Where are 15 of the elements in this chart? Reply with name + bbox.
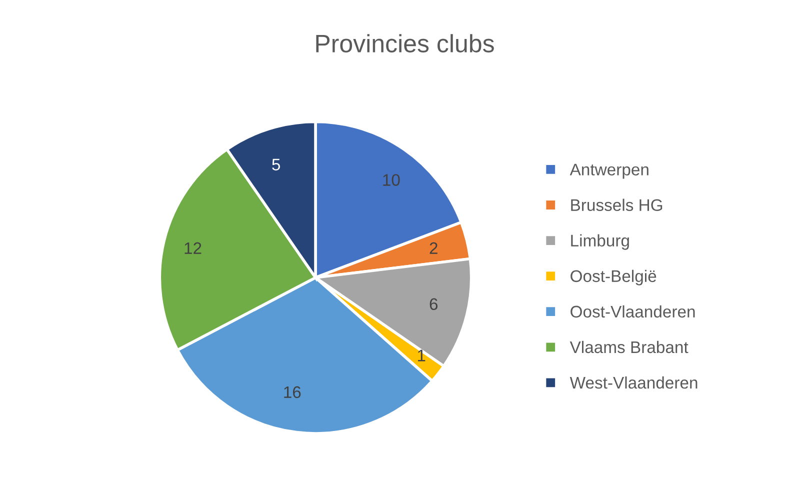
data-label: 12 [184,242,202,254]
chart-title: Provincies clubs [316,34,494,52]
data-label: 2 [430,242,438,254]
legend-label: Brussels HG [571,198,662,211]
data-label: 1 [418,350,426,362]
legend-label: Oost-België [570,270,656,286]
legend-label: Limburg [571,234,629,250]
data-label: 6 [430,298,438,310]
legend-label: Antwerpen [570,164,648,179]
legend-label: Oost-Vlaanderen [570,305,695,318]
legend-label: Vlaams Brabant [570,340,688,354]
legend-label: West-Vlaanderen [570,376,698,389]
data-label: 10 [383,174,400,186]
data-label: 5 [272,158,280,170]
data-label: 16 [284,386,301,398]
